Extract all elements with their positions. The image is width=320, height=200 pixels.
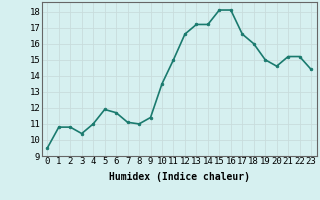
- X-axis label: Humidex (Indice chaleur): Humidex (Indice chaleur): [109, 172, 250, 182]
